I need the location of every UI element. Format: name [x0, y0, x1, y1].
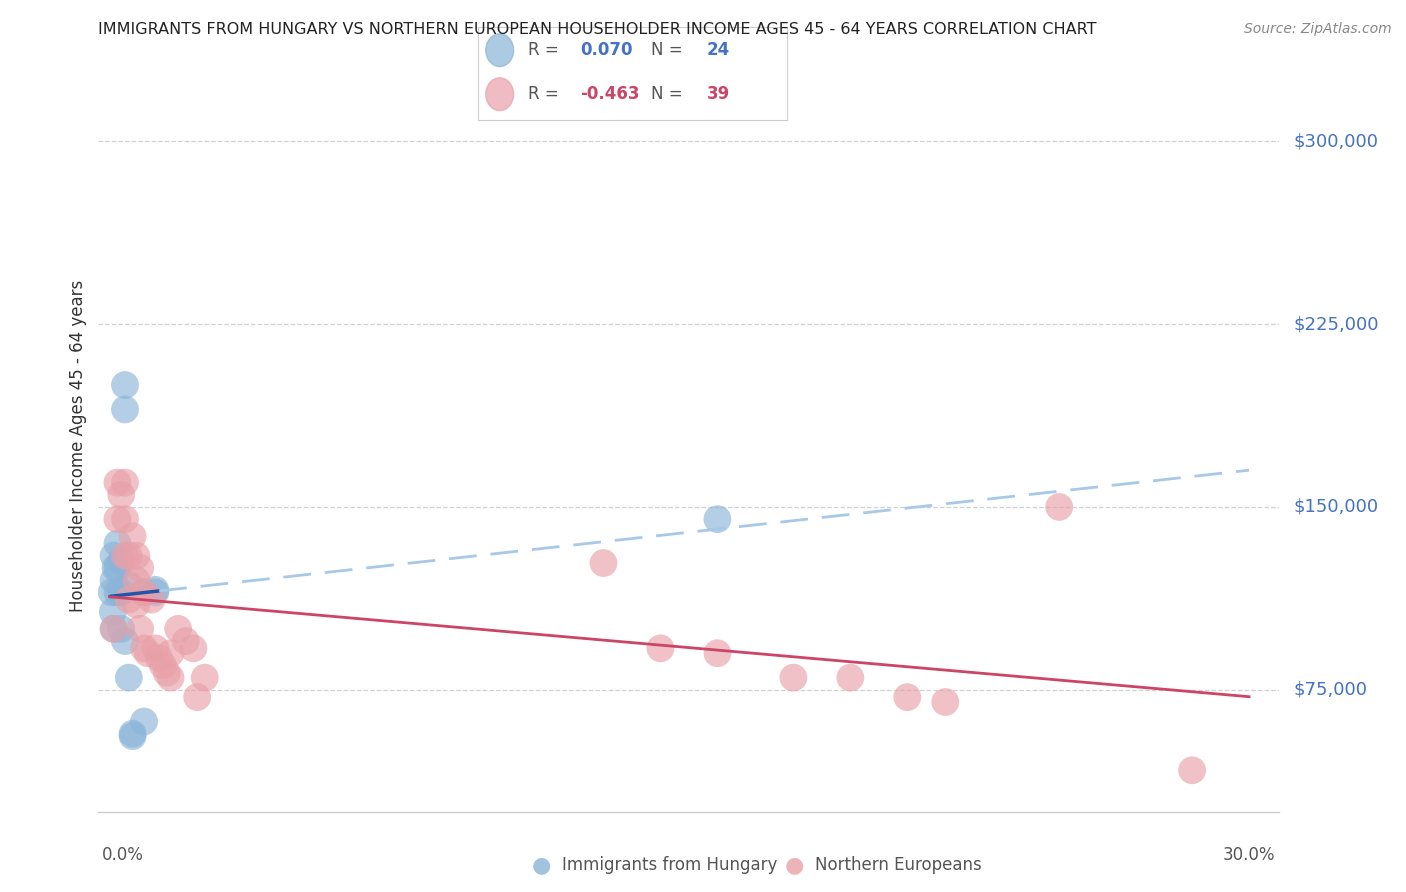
Point	[114, 512, 136, 526]
Text: -0.463: -0.463	[581, 86, 640, 103]
Point	[104, 561, 127, 575]
Point	[107, 475, 129, 490]
Point	[194, 671, 217, 685]
Point	[650, 641, 672, 656]
Text: $225,000: $225,000	[1294, 315, 1379, 333]
Point	[103, 549, 125, 563]
Point	[141, 592, 163, 607]
Text: Source: ZipAtlas.com: Source: ZipAtlas.com	[1244, 22, 1392, 37]
Point	[145, 585, 167, 599]
Point	[592, 556, 614, 570]
Point	[159, 671, 181, 685]
Text: N =: N =	[651, 86, 688, 103]
Point	[145, 641, 167, 656]
Point	[118, 578, 141, 592]
Text: 0.0%: 0.0%	[103, 846, 143, 863]
Point	[114, 549, 136, 563]
Point	[132, 585, 155, 599]
Text: R =: R =	[527, 41, 564, 59]
Point	[110, 488, 132, 502]
Text: ●: ●	[531, 855, 551, 875]
Text: 24: 24	[707, 41, 730, 59]
Text: R =: R =	[527, 86, 564, 103]
Y-axis label: Householder Income Ages 45 - 64 years: Householder Income Ages 45 - 64 years	[69, 280, 87, 612]
Point	[706, 512, 728, 526]
Point	[118, 592, 141, 607]
Point	[782, 671, 804, 685]
Ellipse shape	[486, 34, 513, 67]
Text: Immigrants from Hungary: Immigrants from Hungary	[562, 856, 778, 874]
Point	[145, 582, 167, 597]
Text: $150,000: $150,000	[1294, 498, 1378, 516]
Point	[1181, 764, 1204, 778]
Point	[706, 646, 728, 660]
Point	[114, 475, 136, 490]
Point	[110, 585, 132, 599]
Point	[103, 622, 125, 636]
Point	[839, 671, 862, 685]
Text: 39: 39	[707, 86, 730, 103]
Text: ●: ●	[785, 855, 804, 875]
Point	[132, 585, 155, 599]
Point	[110, 553, 132, 567]
Text: 0.070: 0.070	[581, 41, 633, 59]
Point	[152, 658, 174, 673]
Point	[110, 622, 132, 636]
Ellipse shape	[486, 78, 513, 111]
Point	[107, 585, 129, 599]
Point	[101, 605, 124, 619]
Point	[174, 634, 197, 648]
Point	[107, 561, 129, 575]
Text: 30.0%: 30.0%	[1223, 846, 1275, 863]
Point	[136, 646, 159, 660]
Point	[125, 549, 148, 563]
Point	[100, 585, 122, 599]
Point	[114, 402, 136, 417]
Point	[186, 690, 208, 705]
Point	[103, 573, 125, 587]
Point	[121, 729, 143, 743]
Point	[118, 549, 141, 563]
Point	[167, 622, 190, 636]
Text: $300,000: $300,000	[1294, 132, 1378, 150]
Point	[132, 641, 155, 656]
Point	[118, 671, 141, 685]
Point	[125, 573, 148, 587]
Point	[183, 641, 205, 656]
Point	[107, 536, 129, 550]
Point	[156, 665, 179, 680]
Point	[114, 378, 136, 392]
Text: N =: N =	[651, 41, 688, 59]
Point	[129, 622, 152, 636]
Point	[934, 695, 956, 709]
Point	[129, 561, 152, 575]
Point	[132, 714, 155, 729]
Point	[121, 529, 143, 543]
Point	[107, 512, 129, 526]
Point	[159, 646, 181, 660]
Point	[125, 598, 148, 612]
Point	[103, 622, 125, 636]
Point	[121, 727, 143, 741]
Point	[1047, 500, 1070, 514]
Text: Northern Europeans: Northern Europeans	[815, 856, 983, 874]
Point	[148, 651, 170, 665]
Point	[114, 634, 136, 648]
Text: $75,000: $75,000	[1294, 681, 1368, 698]
Point	[896, 690, 918, 705]
Text: IMMIGRANTS FROM HUNGARY VS NORTHERN EUROPEAN HOUSEHOLDER INCOME AGES 45 - 64 YEA: IMMIGRANTS FROM HUNGARY VS NORTHERN EURO…	[98, 22, 1097, 37]
